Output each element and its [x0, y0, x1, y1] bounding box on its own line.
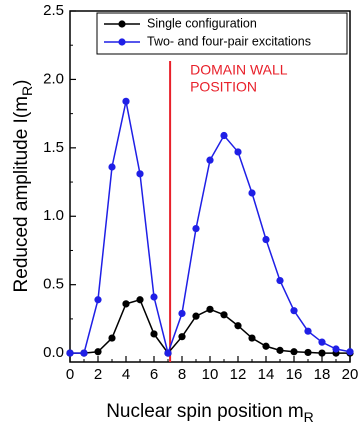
data-point: [206, 156, 214, 164]
data-point: [192, 312, 200, 320]
x-tick-label: 4: [122, 366, 130, 383]
data-point: [262, 342, 270, 350]
x-axis-label: Nuclear spin position mR: [106, 401, 314, 425]
legend-marker: [118, 20, 126, 28]
data-point: [248, 334, 256, 342]
plot-frame: [69, 10, 351, 363]
x-tick-label: 8: [178, 366, 186, 383]
data-point: [206, 305, 214, 313]
data-point: [164, 349, 172, 357]
data-point: [150, 293, 158, 301]
data-point: [346, 348, 354, 356]
legend-box: [96, 12, 348, 55]
data-point: [136, 296, 144, 304]
data-point: [178, 309, 186, 318]
y-axis-label: Reduced amplitude I(mR): [11, 80, 35, 293]
annotation: POSITION: [190, 79, 257, 95]
x-tick-label: 12: [230, 366, 247, 383]
x-axis-label-main: Nuclear spin position m: [106, 401, 303, 422]
data-point: [304, 348, 312, 357]
legend-marker: [118, 38, 126, 46]
y-tick-label: 1.0: [43, 207, 64, 224]
data-point: [290, 307, 298, 315]
data-point: [66, 349, 74, 357]
data-point: [318, 349, 326, 357]
y-tick-label: 0.5: [43, 276, 64, 293]
y-tick-label: 2.0: [43, 70, 64, 87]
data-point: [234, 148, 242, 156]
legend-label: Single configuration: [147, 16, 257, 30]
data-point: [80, 349, 88, 357]
data-point: [290, 348, 298, 356]
legend-label: Two- and four-pair excitations: [147, 34, 311, 48]
data-point: [94, 296, 102, 304]
data-point: [276, 346, 284, 354]
y-axis-label-sub: R: [19, 86, 35, 96]
x-tick-label: 10: [202, 366, 219, 383]
data-point: [332, 345, 340, 353]
data-point: [150, 330, 158, 338]
annotation: DOMAIN WALL: [190, 62, 288, 78]
data-point: [262, 235, 270, 244]
x-tick-label: 16: [286, 366, 303, 383]
x-axis-label-sub: R: [304, 409, 314, 425]
data-point: [192, 224, 200, 233]
y-axis-label-end: ): [11, 80, 32, 86]
data-point: [304, 327, 312, 335]
data-point: [234, 322, 242, 330]
data-point: [94, 348, 102, 356]
data-point: [318, 338, 326, 346]
data-point: [220, 131, 228, 140]
data-point: [178, 333, 186, 341]
x-tick-label: 6: [150, 366, 158, 383]
series-line: [70, 101, 351, 356]
x-tick-label: 2: [94, 366, 102, 383]
data-point: [220, 311, 228, 319]
data-point: [108, 334, 116, 342]
x-tick-label: 0: [66, 366, 74, 383]
data-point: [136, 170, 144, 178]
y-axis-label-main: Reduced amplitude I(m: [11, 96, 32, 292]
y-tick-label: 1.5: [43, 139, 64, 156]
data-point: [248, 189, 256, 197]
x-tick-label: 14: [258, 366, 275, 383]
data-point: [122, 300, 130, 308]
x-tick-label: 18: [314, 366, 331, 383]
x-tick-label: 20: [342, 366, 359, 383]
y-tick-label: 2.5: [43, 2, 64, 19]
y-tick-label: 0.0: [43, 344, 64, 361]
data-point: [122, 97, 130, 105]
data-point: [108, 163, 116, 171]
data-point: [276, 276, 284, 285]
